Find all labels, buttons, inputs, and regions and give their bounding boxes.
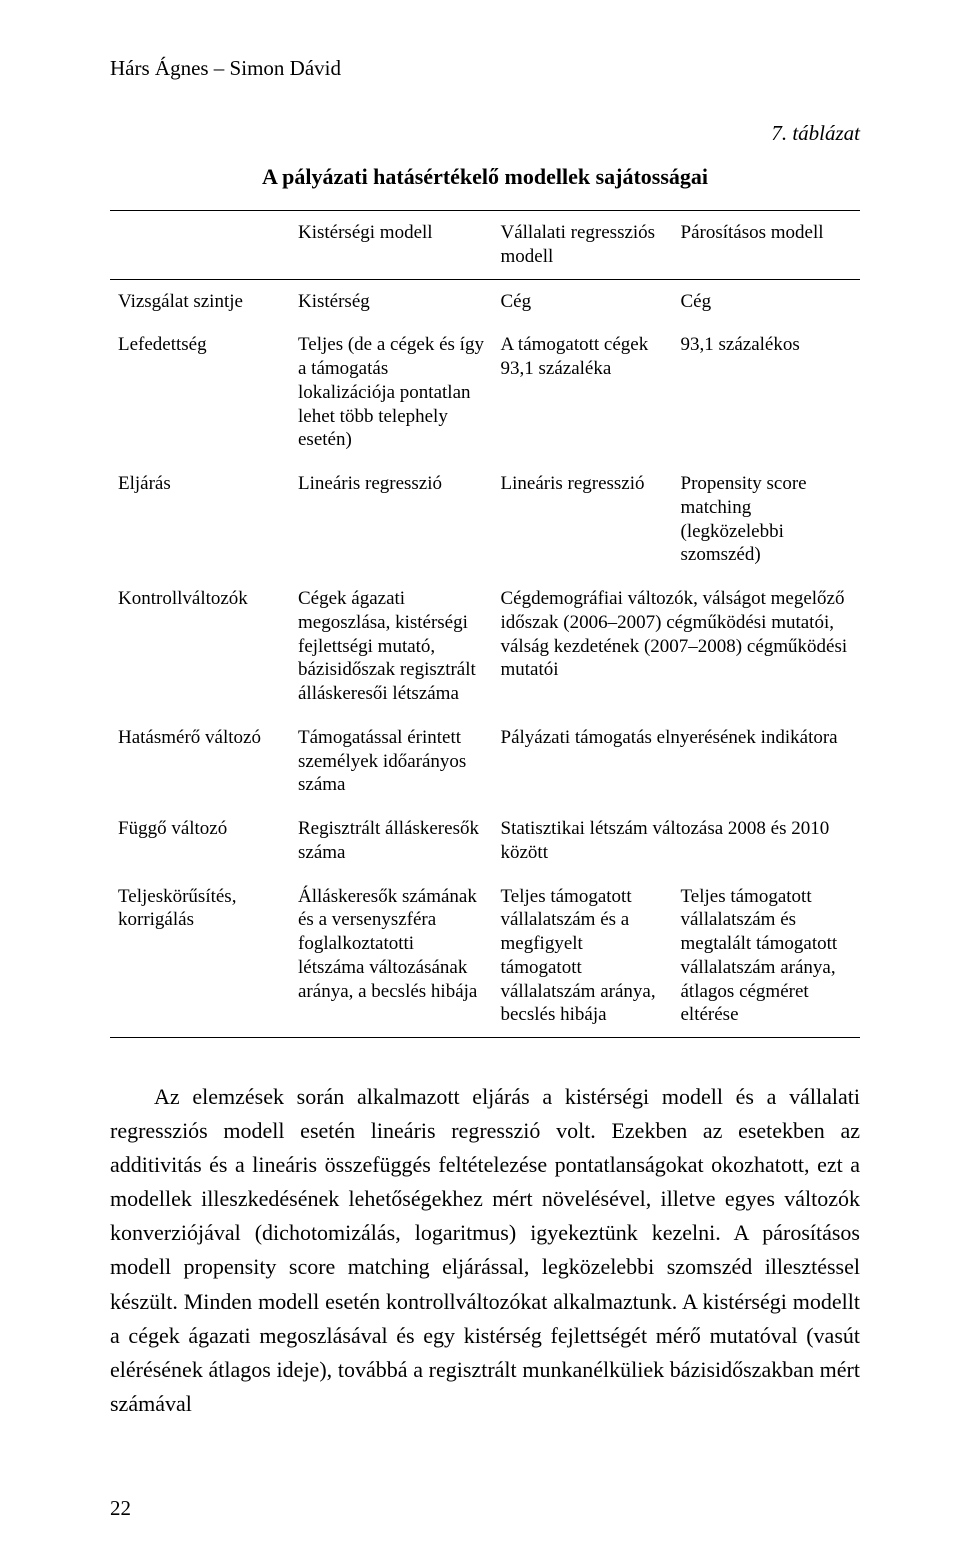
cell-parositasos: Propensity score matching (legközelebbi …: [673, 462, 861, 577]
table-title: A pályázati hatásértékelő modellek saját…: [110, 164, 860, 190]
running-head: Hárs Ágnes – Simon Dávid: [110, 56, 860, 81]
row-label: Teljeskörűsítés, korrigálás: [110, 875, 290, 1038]
page: Hárs Ágnes – Simon Dávid 7. táblázat A p…: [0, 0, 960, 1559]
cell-vallalati: A támogatott cégek 93,1 százaléka: [493, 323, 673, 462]
col-header-kistersegi: Kistérségi modell: [290, 211, 493, 280]
table-row: Vizsgálat szintjeKistérségCégCég: [110, 279, 860, 323]
cell-merged: Cégdemográfiai változók, válságot megelő…: [493, 577, 861, 716]
table-header-row: Kistérségi modell Vállalati regressziós …: [110, 211, 860, 280]
col-header-vallalati: Vállalati regressziós modell: [493, 211, 673, 280]
table-row: EljárásLineáris regresszióLineáris regre…: [110, 462, 860, 577]
table-body: Vizsgálat szintjeKistérségCégCégLefedett…: [110, 279, 860, 1038]
cell-kistersegi: Lineáris regresszió: [290, 462, 493, 577]
cell-kistersegi: Kistérség: [290, 279, 493, 323]
row-label: Hatásmérő változó: [110, 716, 290, 807]
cell-vallalati: Cég: [493, 279, 673, 323]
table-row: Hatásmérő változóTámogatással érintett s…: [110, 716, 860, 807]
body-paragraph: Az elemzések során alkalmazott eljárás a…: [110, 1080, 860, 1421]
table-row: KontrollváltozókCégek ágazati megoszlása…: [110, 577, 860, 716]
cell-kistersegi: Cégek ágazati megoszlása, kistérségi fej…: [290, 577, 493, 716]
cell-kistersegi: Álláskeresők számának és a versenyszféra…: [290, 875, 493, 1038]
cell-parositasos: 93,1 százalékos: [673, 323, 861, 462]
row-label: Kontrollváltozók: [110, 577, 290, 716]
table-row: LefedettségTeljes (de a cégek és így a t…: [110, 323, 860, 462]
row-label: Függő változó: [110, 807, 290, 875]
row-label: Eljárás: [110, 462, 290, 577]
cell-merged: Pályázati támogatás elnyerésének indikát…: [493, 716, 861, 807]
col-header-empty: [110, 211, 290, 280]
page-number: 22: [110, 1496, 131, 1521]
cell-merged: Statisztikai létszám változása 2008 és 2…: [493, 807, 861, 875]
table-row: Függő változóRegisztrált álláskeresők sz…: [110, 807, 860, 875]
model-table: Kistérségi modell Vállalati regressziós …: [110, 210, 860, 1038]
table-number: 7. táblázat: [110, 121, 860, 146]
cell-parositasos: Teljes támogatott vállalatszám és megtal…: [673, 875, 861, 1038]
cell-vallalati: Teljes támogatott vállalatszám és a megf…: [493, 875, 673, 1038]
table-row: Teljeskörűsítés, korrigálásÁlláskeresők …: [110, 875, 860, 1038]
cell-kistersegi: Teljes (de a cégek és így a támogatás lo…: [290, 323, 493, 462]
cell-kistersegi: Támogatással érintett személyek időarány…: [290, 716, 493, 807]
row-label: Lefedettség: [110, 323, 290, 462]
col-header-parositasos: Párosításos modell: [673, 211, 861, 280]
cell-kistersegi: Regisztrált álláskeresők száma: [290, 807, 493, 875]
row-label: Vizsgálat szintje: [110, 279, 290, 323]
cell-parositasos: Cég: [673, 279, 861, 323]
cell-vallalati: Lineáris regresszió: [493, 462, 673, 577]
